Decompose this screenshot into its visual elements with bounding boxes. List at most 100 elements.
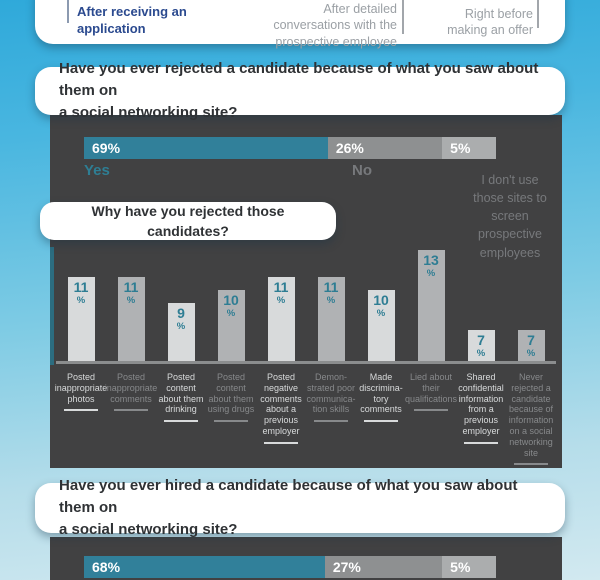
chart-column: 11% Demon- strated poor communica- tion s…	[306, 245, 356, 467]
bar-unit: %	[276, 294, 286, 306]
bar-zone: 9%	[156, 245, 206, 363]
category-underline	[264, 441, 298, 444]
category-underline	[414, 409, 448, 412]
stacked-segment-0: 69%	[84, 137, 328, 159]
category-label: Lied about their qualifications	[404, 372, 458, 404]
answer-label-no: No	[352, 162, 372, 179]
question-card-reasons: Why have you rejected those candidates?	[40, 202, 336, 240]
bar-unit: %	[76, 294, 86, 306]
question-card-rejected: Have you ever rejected a candidate becau…	[35, 60, 565, 121]
category-label: Made discrimina- tory comments	[359, 372, 403, 415]
segment-value-label: 5%	[450, 140, 471, 156]
answer-label-yes: Yes	[84, 162, 110, 179]
question-text: Have you ever rejected a candidate becau…	[59, 60, 539, 121]
bar-unit: %	[176, 320, 186, 332]
bar-value: 11	[73, 279, 89, 295]
value-bar: 13%	[417, 250, 445, 363]
chart-column: 11% Posted inappropriate photos	[54, 245, 108, 467]
category-underline	[364, 420, 398, 423]
category-underline	[214, 420, 248, 423]
screening-timing-card: After receiving an application After det…	[35, 0, 565, 49]
bar-unit: %	[226, 307, 236, 319]
answer-label-dont-use-sites: I don't use those sites to screen prospe…	[473, 173, 547, 260]
chart-column: 10% Posted content about them using drugs	[206, 245, 256, 467]
bar-zone: 11%	[256, 245, 306, 363]
value-bar: 11%	[67, 277, 95, 363]
category-label: Never rejected a candidate because of in…	[508, 372, 554, 458]
category-label: Posted negative comments about a previou…	[260, 372, 302, 436]
x-axis-line	[56, 361, 556, 364]
question-text: Why have you rejected those candidates?	[91, 202, 285, 239]
value-bar: 9%	[167, 303, 195, 363]
category-underline	[114, 409, 148, 412]
bar-zone: 10%	[356, 245, 406, 363]
bar-unit: %	[376, 307, 386, 319]
bar-zone: 10%	[206, 245, 256, 363]
timing-option-after-conversations: After detailed conversations with the pr…	[273, 2, 397, 49]
stacked-segment-0: 68%	[84, 556, 325, 578]
category-label: Posted content about them using drugs	[207, 372, 255, 415]
chart-column: 7% Shared confidential information from a…	[456, 245, 506, 467]
hired-chart-panel: 68% 27% 5%	[50, 537, 562, 580]
segment-value-label: 26%	[335, 140, 364, 156]
bar-value: 13	[423, 252, 439, 268]
category-underline	[464, 441, 498, 444]
bar-unit: %	[126, 294, 136, 306]
timing-option-after-application: After receiving an application	[77, 4, 187, 36]
bar-zone: 7%	[506, 245, 556, 363]
bar-value: 7	[477, 332, 485, 348]
category-underline	[314, 420, 348, 423]
segment-value-label: 68%	[92, 559, 121, 575]
value-bar: 11%	[317, 277, 345, 363]
chart-column: 11% Posted inappropriate comments	[104, 245, 158, 467]
bar-value: 11	[123, 279, 139, 295]
category-underline	[164, 420, 198, 423]
bar-unit: %	[476, 347, 486, 359]
bar-zone: 11%	[106, 245, 156, 363]
value-bar: 10%	[367, 290, 395, 363]
reasons-bar-chart: 11% Posted inappropriate photos 11% Posted …	[54, 245, 556, 467]
category-underline	[514, 463, 548, 466]
category-label: Posted inappropriate comments	[104, 372, 158, 404]
bar-value: 7	[527, 332, 535, 348]
bar-zone: 13%	[406, 245, 456, 363]
category-label: Demon- strated poor communica- tion skil…	[306, 372, 356, 415]
bar-value: 11	[273, 279, 289, 295]
bar-value: 10	[373, 292, 389, 308]
chart-column: 10% Made discrimina- tory comments	[356, 245, 406, 467]
y-axis-accent	[50, 247, 54, 365]
value-bar: 7%	[517, 330, 545, 363]
category-label: Posted content about them drinking	[158, 372, 204, 415]
hired-stacked-bar: 68% 27% 5%	[84, 556, 496, 578]
category-underline	[64, 409, 98, 412]
chart-column: 9% Posted content about them drinking	[156, 245, 206, 467]
column-divider	[402, 0, 404, 34]
stacked-segment-2: 5%	[442, 137, 496, 159]
rejected-stacked-bar: 69% 26% 5%	[84, 137, 496, 159]
segment-value-label: 69%	[92, 140, 121, 156]
bar-value: 9	[177, 305, 185, 321]
value-bar: 11%	[267, 277, 295, 363]
column-divider	[67, 0, 69, 23]
value-bar: 11%	[117, 277, 145, 363]
stacked-segment-2: 5%	[442, 556, 496, 578]
column-divider	[537, 0, 539, 28]
bar-zone: 7%	[456, 245, 506, 363]
bar-unit: %	[326, 294, 336, 306]
chart-column: 7% Never rejected a candidate because of …	[506, 245, 556, 467]
question-text: Have you ever hired a candidate because …	[59, 477, 518, 538]
chart-column: 11% Posted negative comments about a prev…	[256, 245, 306, 467]
stacked-segment-1: 26%	[327, 137, 443, 159]
question-card-hired: Have you ever hired a candidate because …	[35, 477, 565, 538]
bar-zone: 11%	[306, 245, 356, 363]
timing-option-before-offer: Right before making an offer	[447, 7, 533, 38]
bar-unit: %	[426, 267, 436, 279]
value-bar: 7%	[467, 330, 495, 363]
chart-column: 13% Lied about their qualifications	[404, 245, 458, 467]
value-bar: 10%	[217, 290, 245, 363]
segment-value-label: 5%	[450, 559, 471, 575]
bar-value: 10	[223, 292, 239, 308]
category-label: Posted inappropriate photos	[54, 372, 108, 404]
bar-zone: 11%	[56, 245, 106, 363]
